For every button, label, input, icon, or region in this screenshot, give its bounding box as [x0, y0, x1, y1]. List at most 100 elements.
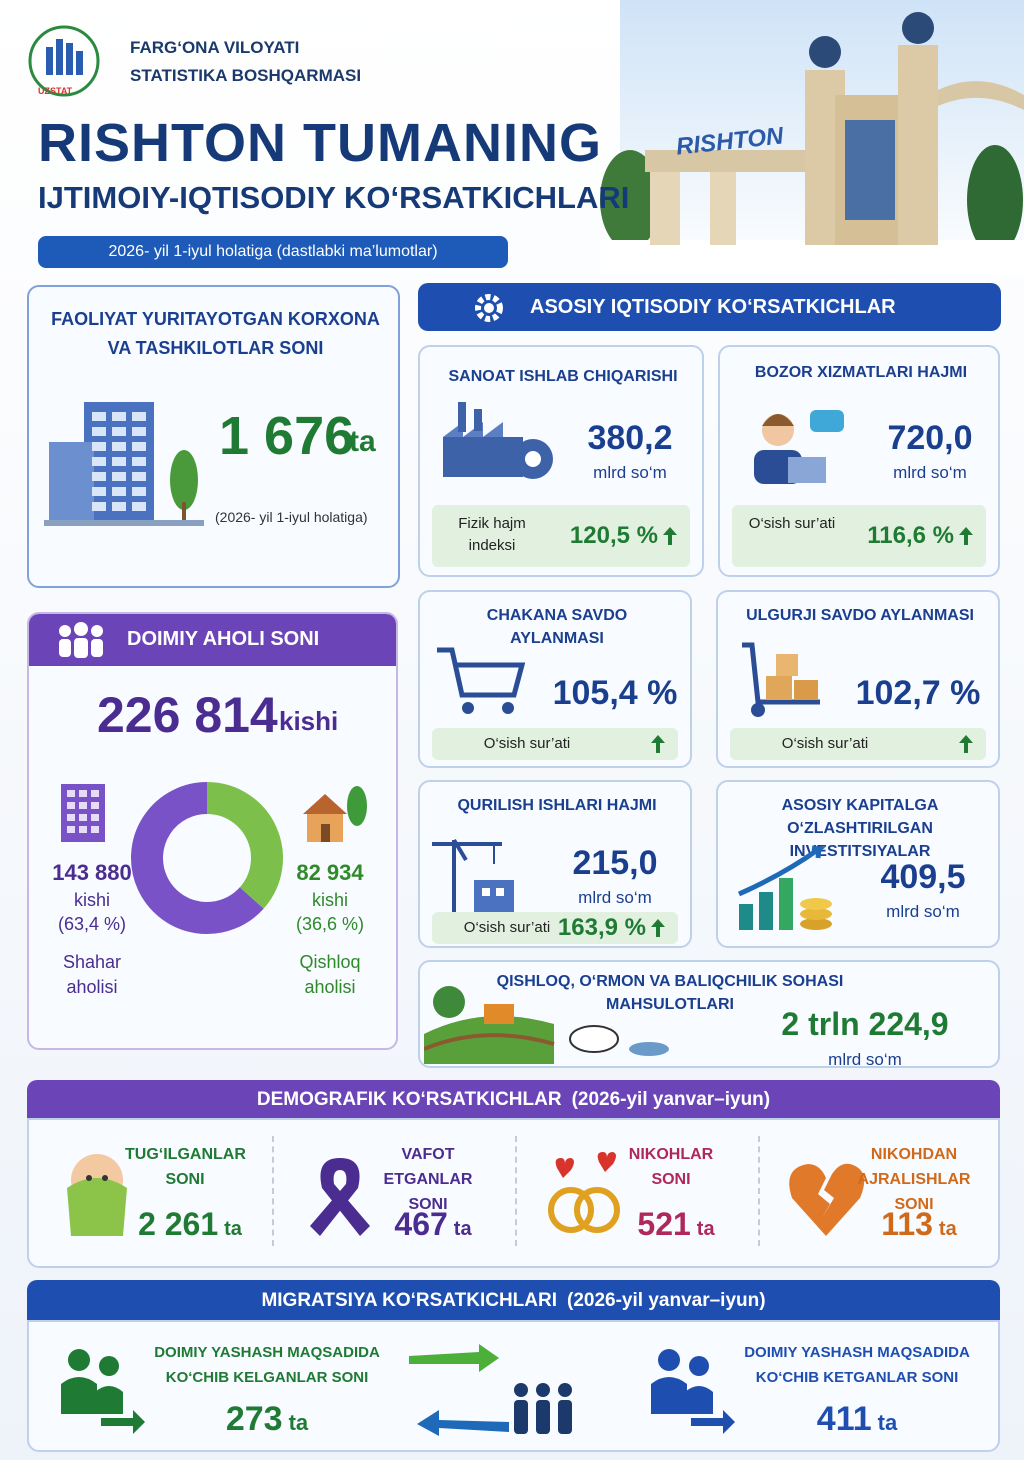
icon: [754, 410, 844, 484]
decoration: [762, 414, 794, 426]
decoration: [779, 878, 793, 930]
rate-label: O‘sish sur’ati: [781, 735, 869, 752]
icon: [424, 986, 669, 1064]
decoration: [92, 502, 106, 511]
enterprise-box: FAOLIYAT YURITAYOTGAN KORXONA VA TASHKIL…: [27, 285, 400, 588]
decoration: [484, 1004, 514, 1024]
decoration: [112, 472, 126, 481]
decoration: [514, 1383, 528, 1397]
decoration: [443, 422, 503, 437]
logo-text: UZSTAT: [38, 86, 73, 96]
rate-box: O‘sish sur’ati 116,6 %: [732, 505, 986, 567]
item-unit: ta: [938, 1218, 957, 1240]
decoration: [132, 472, 146, 481]
big-value: 226 814: [97, 687, 278, 743]
icon: [437, 647, 526, 714]
decoration: [49, 442, 94, 522]
decoration: [645, 150, 825, 172]
decoration: [112, 442, 126, 451]
decoration: [766, 676, 792, 700]
indicator-card: CHAKANA SAVDO AYLANMASI 105,4 % O‘sish sur…: [418, 590, 692, 768]
icon: [303, 786, 367, 842]
category-label: Qishloq aholisi: [299, 952, 361, 997]
decoration: [79, 790, 87, 797]
decoration: [558, 1400, 572, 1434]
decoration: [112, 427, 126, 436]
donut-chart: [131, 782, 283, 934]
decoration: [737, 845, 826, 897]
item-value-row: 113 ta: [854, 1206, 984, 1243]
decoration: [91, 802, 99, 809]
icon: [651, 919, 665, 937]
decoration: [59, 639, 71, 657]
decoration: [79, 826, 87, 833]
decoration: [132, 457, 146, 466]
card-value: 409,5: [880, 858, 966, 896]
card-value: 102,7 %: [855, 674, 981, 712]
decoration: [810, 410, 844, 432]
section-title: DEMOGRAFIK KO‘RSATKICHLAR (2026-yil yanva…: [27, 1089, 1000, 1111]
rate-box: O‘sish sur’ati: [730, 728, 986, 760]
count: 143 880: [52, 860, 132, 885]
icon: [310, 1158, 370, 1236]
icon: [959, 527, 973, 545]
section-period: (2026-yil yanvar–iyun): [567, 1290, 766, 1311]
decoration: [79, 802, 87, 809]
decoration: [182, 502, 186, 522]
decoration: [92, 457, 106, 466]
item-label: DOIMIY YASHASH MAQSADIDA KO‘CHIB KETGANL…: [744, 1344, 970, 1386]
unit: ta: [349, 425, 376, 458]
decoration: [92, 442, 106, 451]
decoration: [67, 826, 75, 833]
rate-label: Fizik hajm indeksi: [458, 515, 526, 554]
decoration: [685, 1386, 713, 1414]
icon: [44, 402, 204, 526]
decoration: [91, 826, 99, 833]
decoration: [845, 120, 895, 220]
decoration: [437, 647, 526, 698]
icon: [742, 642, 820, 717]
decoration: [458, 402, 466, 432]
decoration: [569, 1025, 619, 1053]
decoration: [86, 1175, 92, 1181]
item-unit: ta: [288, 1410, 309, 1435]
icon: [432, 838, 514, 920]
category-label: Shahar aholisi: [62, 952, 122, 997]
divider: [515, 1136, 517, 1246]
item-value-row: 521 ta: [611, 1206, 741, 1243]
count: 82 934: [296, 860, 364, 885]
decoration: [651, 1377, 687, 1414]
decoration: [91, 625, 103, 637]
indicator-card: ULGURJI SAVDO AYLANMASI 102,7 % O‘sish sur…: [716, 590, 1000, 768]
item-value: 273: [225, 1400, 283, 1438]
decoration: [67, 790, 75, 797]
decoration: [417, 1410, 509, 1436]
decoration: [46, 47, 53, 75]
decoration: [536, 1400, 550, 1434]
decoration: [92, 427, 106, 436]
decoration: [751, 703, 765, 717]
section-title: ASOSIY IQTISODIY KO‘RSATKICHLAR: [530, 296, 896, 318]
decoration: [794, 680, 818, 700]
indicator-card: QISHLOQ, O‘RMON VA BALIQCHILIK SOHASI MA…: [418, 960, 1000, 1069]
decoration: [898, 45, 938, 245]
card-unit: mlrd so‘m: [578, 888, 652, 907]
decoration: [650, 160, 680, 245]
decoration: [600, 240, 1024, 275]
decoration: [959, 527, 973, 545]
rate-box: O‘sish sur’ati 163,9 %: [432, 912, 678, 944]
decoration: [132, 412, 146, 421]
decoration: [310, 1158, 370, 1236]
box-title: DOIMIY AHOLI SONI: [127, 628, 320, 650]
decoration: [474, 409, 482, 431]
decoration: [809, 36, 841, 68]
icon: [409, 1344, 572, 1436]
decoration: [789, 1163, 865, 1236]
unit: kishi: [279, 706, 339, 736]
card-value: 105,4 %: [552, 674, 678, 712]
rate-label: O‘sish sur’ati: [748, 515, 836, 532]
decoration: [112, 457, 126, 466]
gate-picture: [600, 0, 1024, 275]
org-name: FARG‘ONA VILOYATI: [130, 38, 300, 57]
